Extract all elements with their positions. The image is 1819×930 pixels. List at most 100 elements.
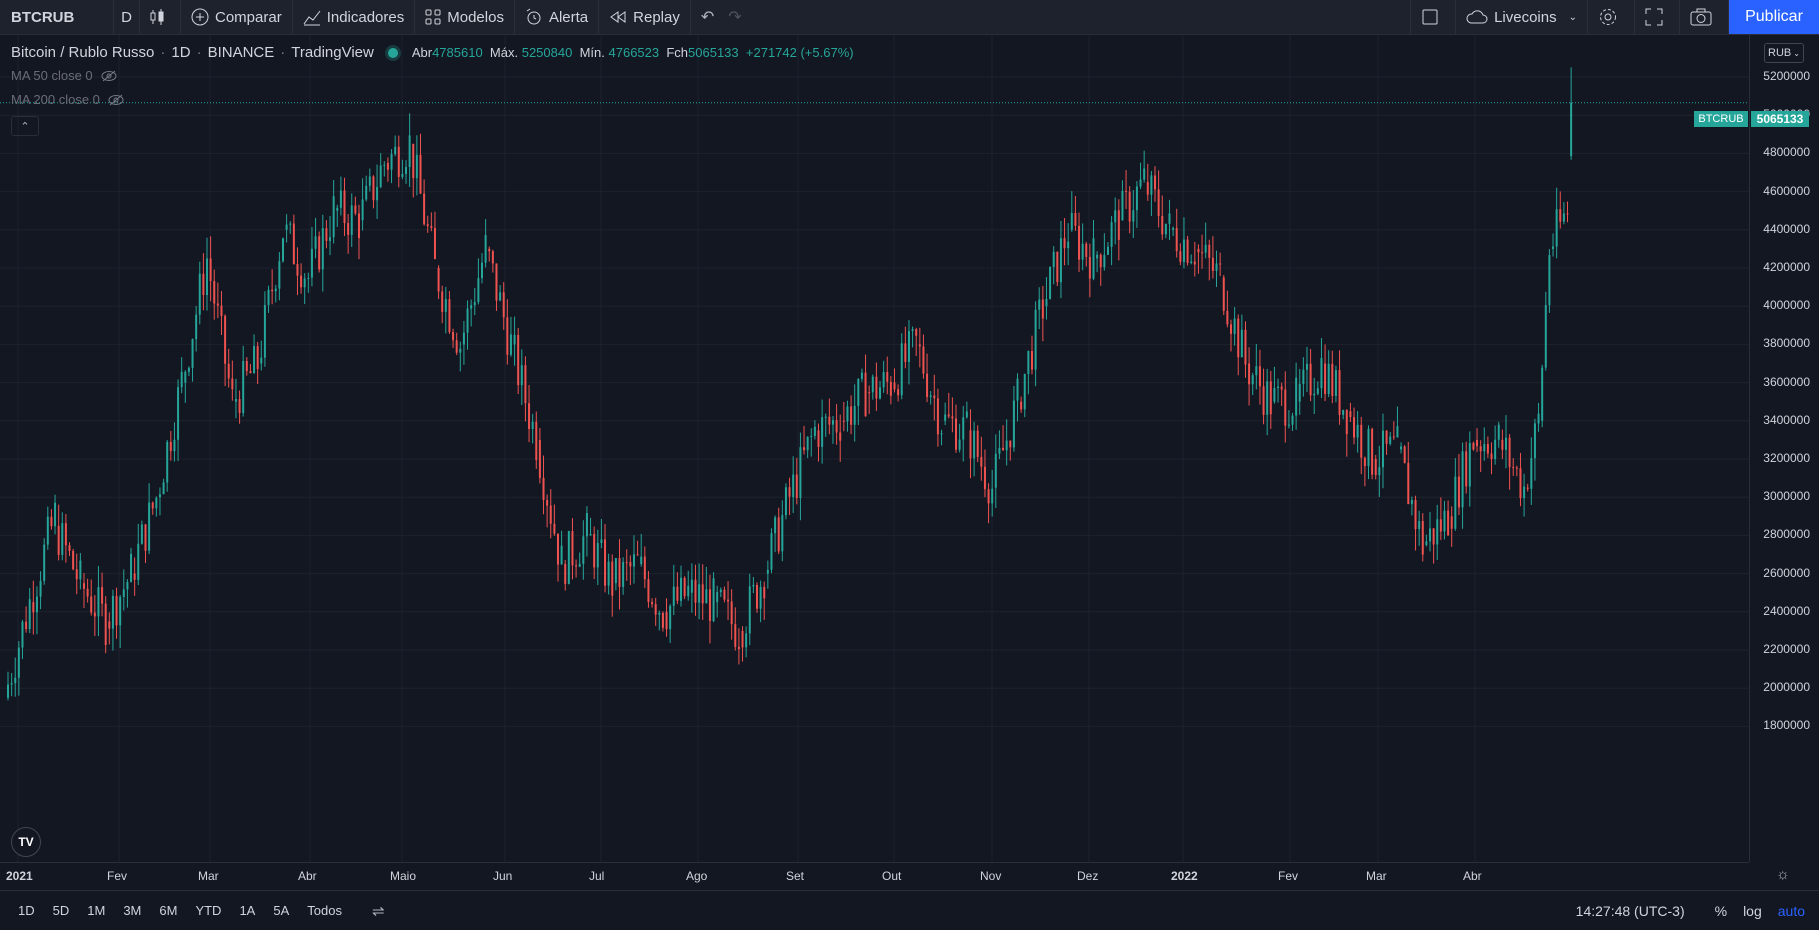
candle-body — [1403, 446, 1406, 463]
high-label: Máx. — [489, 45, 519, 60]
candle-body — [365, 185, 368, 200]
auto-scale-toggle[interactable]: auto — [1777, 902, 1805, 919]
candle-body — [1081, 243, 1084, 260]
range-button[interactable]: 1D — [18, 903, 35, 918]
time-tick-label: Dez — [1077, 869, 1099, 883]
templates-button[interactable]: Modelos — [415, 0, 515, 34]
publish-button[interactable]: Publicar — [1729, 0, 1819, 34]
candle-body — [983, 466, 986, 490]
date-range-icon[interactable]: ⇌ — [371, 902, 385, 920]
candle-body — [926, 373, 929, 397]
time-axis[interactable]: 2021 Fev Mar Abr Maio Jun Jul Ago Set Out Nov Dez 20… — [0, 862, 1790, 890]
legend-exchange: BINANCE — [207, 44, 275, 61]
chart-pane[interactable] — [0, 35, 1749, 862]
market-status-icon[interactable] — [387, 47, 398, 58]
range-button[interactable]: Todos — [307, 903, 342, 918]
candle-body — [1407, 462, 1410, 505]
candle-body — [1476, 439, 1479, 447]
candle-body — [1226, 310, 1229, 325]
candle-body — [386, 162, 389, 170]
compare-button[interactable]: Comparar — [181, 0, 293, 34]
candle-body — [647, 579, 650, 602]
fullscreen-layout-button[interactable] — [1410, 0, 1457, 34]
candle-body — [1088, 256, 1091, 279]
candle-body — [777, 517, 780, 552]
layout-menu-button[interactable]: Livecoins ⌄ — [1456, 0, 1588, 34]
candle-body — [1135, 186, 1138, 211]
candle-body — [991, 488, 994, 504]
candle-body — [126, 581, 129, 590]
candle-body — [46, 516, 49, 545]
candle-body — [289, 223, 292, 225]
tradingview-logo[interactable]: TV — [11, 827, 41, 857]
collapse-legend-button[interactable]: ⌃ — [11, 116, 39, 136]
candle-body — [1121, 190, 1124, 221]
axis-settings-icon[interactable]: ☼ — [1776, 866, 1790, 883]
eye-off-icon[interactable] — [101, 70, 117, 82]
fullscreen-button[interactable] — [1635, 0, 1680, 34]
price-chart[interactable] — [0, 35, 1749, 862]
price-scale[interactable]: 5200000500000048000004600000440000042000… — [1749, 35, 1819, 862]
range-button[interactable]: 1A — [239, 903, 256, 918]
range-button[interactable]: 5D — [52, 903, 70, 918]
candle-body — [1240, 329, 1243, 358]
range-button[interactable]: YTD — [195, 903, 222, 918]
candle-body — [792, 474, 795, 498]
currency-label: RUB — [1768, 47, 1792, 59]
range-button[interactable]: 3M — [123, 903, 142, 918]
candle-body — [372, 176, 375, 201]
snapshot-button[interactable] — [1680, 0, 1729, 34]
candle-body — [1486, 444, 1489, 454]
candle-body — [1201, 252, 1204, 254]
candle-body — [658, 612, 661, 615]
candle-body — [32, 602, 35, 613]
range-button[interactable]: 5A — [273, 903, 290, 918]
symbol-search-button[interactable]: BTCRUB — [0, 0, 114, 34]
candle-body — [803, 447, 806, 451]
candle-body — [1009, 440, 1012, 448]
candle-body — [1447, 510, 1450, 536]
candle-body — [415, 154, 418, 179]
candle-body — [951, 416, 954, 419]
candle-body — [1356, 424, 1359, 438]
candle-body — [1117, 210, 1120, 240]
candle-body — [1559, 209, 1562, 222]
indicators-button[interactable]: Indicadores — [293, 0, 416, 34]
candle-body — [325, 228, 328, 241]
candle-body — [994, 453, 997, 488]
candle-body — [680, 577, 683, 601]
candle-body — [1385, 430, 1388, 444]
candle-body — [629, 562, 632, 567]
candle-body — [245, 360, 248, 372]
legend-sep: · — [280, 44, 286, 61]
alert-button[interactable]: Alerta — [515, 0, 600, 34]
candle-body — [307, 277, 310, 279]
candle-body — [531, 421, 534, 429]
clock[interactable]: 14:27:48 (UTC-3) — [1575, 902, 1685, 919]
currency-button[interactable]: RUB ⌄ — [1764, 43, 1804, 63]
candle-body — [115, 595, 118, 626]
time-tick-label: Jun — [493, 869, 513, 883]
candle-body — [748, 586, 751, 634]
eye-off-icon[interactable] — [108, 94, 124, 106]
redo-icon[interactable]: ↷ — [728, 9, 742, 26]
range-button[interactable]: 6M — [159, 903, 178, 918]
chart-type-button[interactable] — [140, 0, 181, 34]
indicator-ma200[interactable]: MA 200 close 0 — [11, 92, 124, 107]
candle-body — [1208, 244, 1211, 258]
indicator-ma50[interactable]: MA 50 close 0 — [11, 68, 117, 83]
candle-body — [466, 308, 469, 333]
percent-scale-toggle[interactable]: % — [1714, 902, 1728, 919]
candle-body — [929, 395, 932, 397]
range-button[interactable]: 1M — [87, 903, 106, 918]
close-value: 5065133 — [688, 45, 739, 60]
replay-button[interactable]: Replay — [599, 0, 691, 34]
settings-button[interactable] — [1588, 0, 1635, 34]
interval-button[interactable]: D — [114, 0, 140, 34]
log-scale-toggle[interactable]: log — [1743, 902, 1762, 919]
candle-body — [455, 340, 458, 353]
candle-body — [665, 611, 668, 630]
price-tick-label: 2600000 — [1763, 565, 1810, 580]
undo-icon[interactable]: ↶ — [700, 9, 715, 26]
candle-body — [1258, 366, 1261, 387]
